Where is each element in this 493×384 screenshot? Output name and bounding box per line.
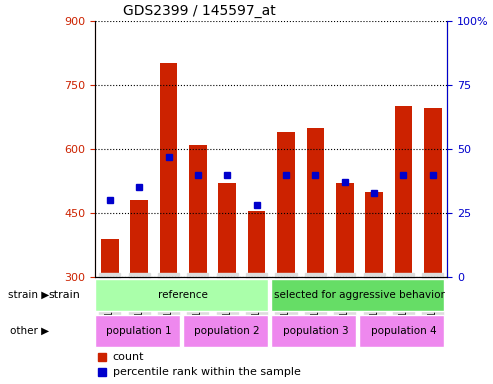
- FancyBboxPatch shape: [95, 279, 268, 311]
- Bar: [365, 192, 383, 277]
- Bar: [189, 145, 207, 277]
- Bar: [218, 183, 236, 277]
- Text: strain ▶: strain ▶: [8, 290, 49, 300]
- Bar: [130, 200, 148, 277]
- Text: population 2: population 2: [194, 326, 260, 336]
- Bar: [101, 239, 119, 277]
- Text: selected for aggressive behavior: selected for aggressive behavior: [274, 290, 445, 300]
- FancyBboxPatch shape: [359, 315, 444, 347]
- Text: population 4: population 4: [371, 326, 436, 336]
- FancyBboxPatch shape: [271, 315, 356, 347]
- Bar: [394, 106, 412, 277]
- Text: population 1: population 1: [106, 326, 172, 336]
- Bar: [336, 183, 353, 277]
- Bar: [307, 127, 324, 277]
- Text: GDS2399 / 145597_at: GDS2399 / 145597_at: [123, 4, 276, 18]
- Bar: [277, 132, 295, 277]
- Text: strain: strain: [48, 290, 80, 300]
- Bar: [160, 63, 177, 277]
- Text: population 3: population 3: [282, 326, 348, 336]
- Text: percentile rank within the sample: percentile rank within the sample: [113, 367, 301, 377]
- Bar: [424, 108, 442, 277]
- Text: other ▶: other ▶: [10, 326, 49, 336]
- FancyBboxPatch shape: [183, 315, 268, 347]
- Text: count: count: [113, 352, 144, 362]
- Bar: [248, 211, 265, 277]
- FancyBboxPatch shape: [271, 279, 444, 311]
- Text: reference: reference: [158, 290, 208, 300]
- FancyBboxPatch shape: [95, 315, 179, 347]
